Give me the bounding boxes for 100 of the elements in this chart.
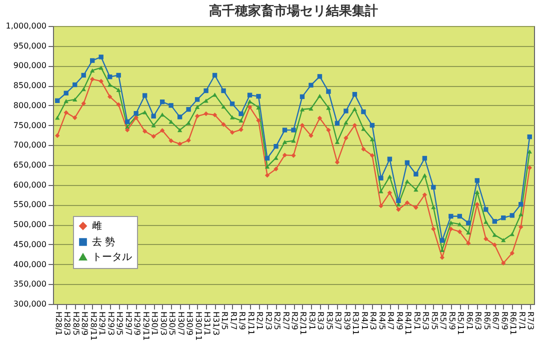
point <box>186 120 191 125</box>
x-tick-label: R1/9 <box>238 312 247 330</box>
x-tick-label: R6/11 <box>508 312 518 336</box>
point <box>334 140 340 144</box>
x-tick-label: R4/9 <box>394 312 404 330</box>
x-tick-label: H29/5 <box>115 312 124 336</box>
point <box>492 242 497 248</box>
x-tick-label: R4/11 <box>404 312 413 336</box>
point <box>344 136 348 140</box>
x-tick-label: H28/3 <box>62 312 72 336</box>
point <box>344 120 348 125</box>
point <box>387 156 392 162</box>
point <box>238 111 244 116</box>
x-tick-label: H30/5 <box>168 312 177 336</box>
point <box>308 106 314 111</box>
point <box>98 78 104 84</box>
y-tick-label: 500,000 <box>13 220 46 230</box>
y-tick-label: 750,000 <box>13 120 46 130</box>
x-tick-label: H30/3 <box>158 312 168 336</box>
point <box>484 207 488 212</box>
y-tick-label: 950,000 <box>13 41 46 50</box>
point <box>55 116 60 120</box>
point <box>466 220 471 226</box>
x-tick-label: R5/1 <box>412 312 422 330</box>
point <box>247 92 252 98</box>
point <box>134 111 138 116</box>
point <box>474 190 480 194</box>
point <box>361 126 366 131</box>
point <box>64 110 68 115</box>
point <box>352 122 358 128</box>
point <box>414 205 418 210</box>
x-tick-label: R2/1 <box>255 312 264 330</box>
x-tick-label: H30/1 <box>150 312 160 336</box>
point <box>282 128 288 132</box>
chart-title: 高千穂家畜市場セリ結果集計 <box>209 3 378 19</box>
point <box>378 204 384 208</box>
legend-label: トータル <box>92 252 132 263</box>
point <box>334 120 340 126</box>
point <box>448 214 454 219</box>
point <box>221 104 226 109</box>
point <box>492 219 497 224</box>
x-tick-label: R4/5 <box>377 312 386 330</box>
x-tick-label: R3/1 <box>307 312 316 330</box>
point <box>370 137 375 142</box>
point <box>334 160 340 165</box>
legend-label: 雌 <box>92 220 102 232</box>
point <box>448 220 454 225</box>
x-tick-label: R1/11 <box>246 312 256 336</box>
point <box>72 97 78 102</box>
point <box>194 97 200 102</box>
x-tick-label: H29/3 <box>106 312 116 336</box>
point <box>317 116 322 120</box>
x-tick-label: R5/9 <box>447 312 456 330</box>
point <box>264 156 270 161</box>
point <box>151 114 156 118</box>
point <box>186 138 191 143</box>
point <box>492 232 497 237</box>
x-tick-label: R2/7 <box>281 312 290 330</box>
point <box>274 144 278 149</box>
x-tick-label: H28/5 <box>71 312 80 336</box>
point <box>238 118 244 123</box>
point <box>108 74 112 80</box>
point <box>81 87 86 92</box>
point <box>527 165 532 170</box>
point <box>116 102 121 107</box>
point <box>177 114 182 120</box>
x-tick-label: R1/5 <box>220 312 230 330</box>
x-tick-label: R6/3 <box>474 312 483 330</box>
point <box>116 88 121 92</box>
point <box>501 260 506 266</box>
point <box>370 153 375 158</box>
x-tick-label: H29/11 <box>141 312 150 341</box>
point <box>160 128 165 133</box>
y-tick-label: 400,000 <box>13 260 46 269</box>
y-tick-label: 450,000 <box>13 240 46 249</box>
point <box>124 119 130 124</box>
point <box>527 149 532 154</box>
point <box>194 104 200 110</box>
point <box>414 172 418 176</box>
x-tick-label: R5/7 <box>438 312 448 330</box>
x-tick-label: R5/5 <box>430 312 439 330</box>
point <box>518 202 524 207</box>
x-tick-label: H31/3 <box>211 312 220 336</box>
x-tick-label: H28/9 <box>80 312 90 336</box>
x-tick-label: R3/7 <box>334 312 343 330</box>
point <box>291 128 296 132</box>
y-tick-label: 650,000 <box>13 160 46 170</box>
point <box>326 89 331 94</box>
point <box>300 94 305 100</box>
point <box>440 238 445 243</box>
point <box>142 128 148 134</box>
point <box>457 229 462 234</box>
x-tick-label: H28/1 <box>54 312 63 336</box>
point <box>168 138 174 144</box>
point <box>72 82 78 88</box>
point <box>378 176 384 180</box>
x-tick-label: R3/5 <box>324 312 334 330</box>
point <box>326 106 331 110</box>
point <box>256 105 261 110</box>
y-tick-label: 700,000 <box>13 140 46 150</box>
